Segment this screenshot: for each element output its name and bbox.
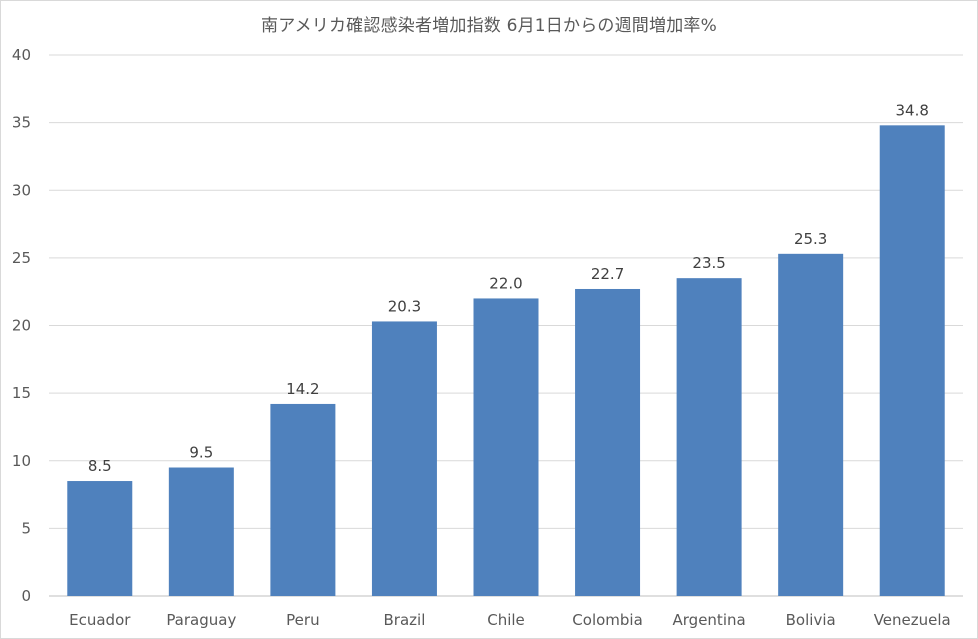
y-tick-label: 25 — [12, 249, 31, 267]
data-label: 9.5 — [189, 444, 213, 462]
x-tick-label: Paraguay — [166, 611, 236, 629]
x-tick-label: Venezuela — [874, 611, 951, 629]
y-tick-label: 0 — [21, 587, 31, 605]
x-tick-label: Colombia — [572, 611, 643, 629]
y-tick-label: 15 — [12, 384, 31, 402]
x-tick-label: Brazil — [384, 611, 426, 629]
data-label: 25.3 — [794, 230, 827, 248]
y-tick-label: 35 — [12, 114, 31, 132]
x-tick-label: Ecuador — [69, 611, 131, 629]
chart-title: 南アメリカ確認感染者増加指数 6月1日からの週間増加率% — [261, 16, 717, 36]
bar-ecuador — [67, 481, 133, 596]
x-tick-label: Chile — [487, 611, 525, 629]
data-label: 8.5 — [88, 457, 112, 475]
y-tick-label: 5 — [21, 519, 31, 537]
data-label: 22.7 — [591, 265, 624, 283]
x-tick-label: Peru — [286, 611, 319, 629]
bar-peru — [270, 403, 336, 596]
bar-colombia — [575, 288, 641, 596]
data-label: 20.3 — [388, 297, 421, 315]
y-tick-label: 40 — [12, 46, 31, 64]
data-label: 23.5 — [692, 254, 725, 272]
data-label: 14.2 — [286, 380, 319, 398]
y-tick-label: 30 — [12, 181, 31, 199]
y-tick-label: 10 — [12, 452, 31, 470]
x-tick-label: Argentina — [673, 611, 746, 629]
bar-brazil — [371, 321, 437, 596]
bar-chile — [473, 298, 539, 596]
bar-argentina — [676, 278, 742, 596]
y-tick-label: 20 — [12, 317, 31, 335]
bar-paraguay — [168, 467, 234, 596]
bar-bolivia — [778, 253, 844, 596]
x-tick-label: Bolivia — [786, 611, 836, 629]
data-label: 34.8 — [896, 101, 929, 119]
data-label: 22.0 — [489, 274, 522, 292]
bar-venezuela — [879, 125, 945, 596]
